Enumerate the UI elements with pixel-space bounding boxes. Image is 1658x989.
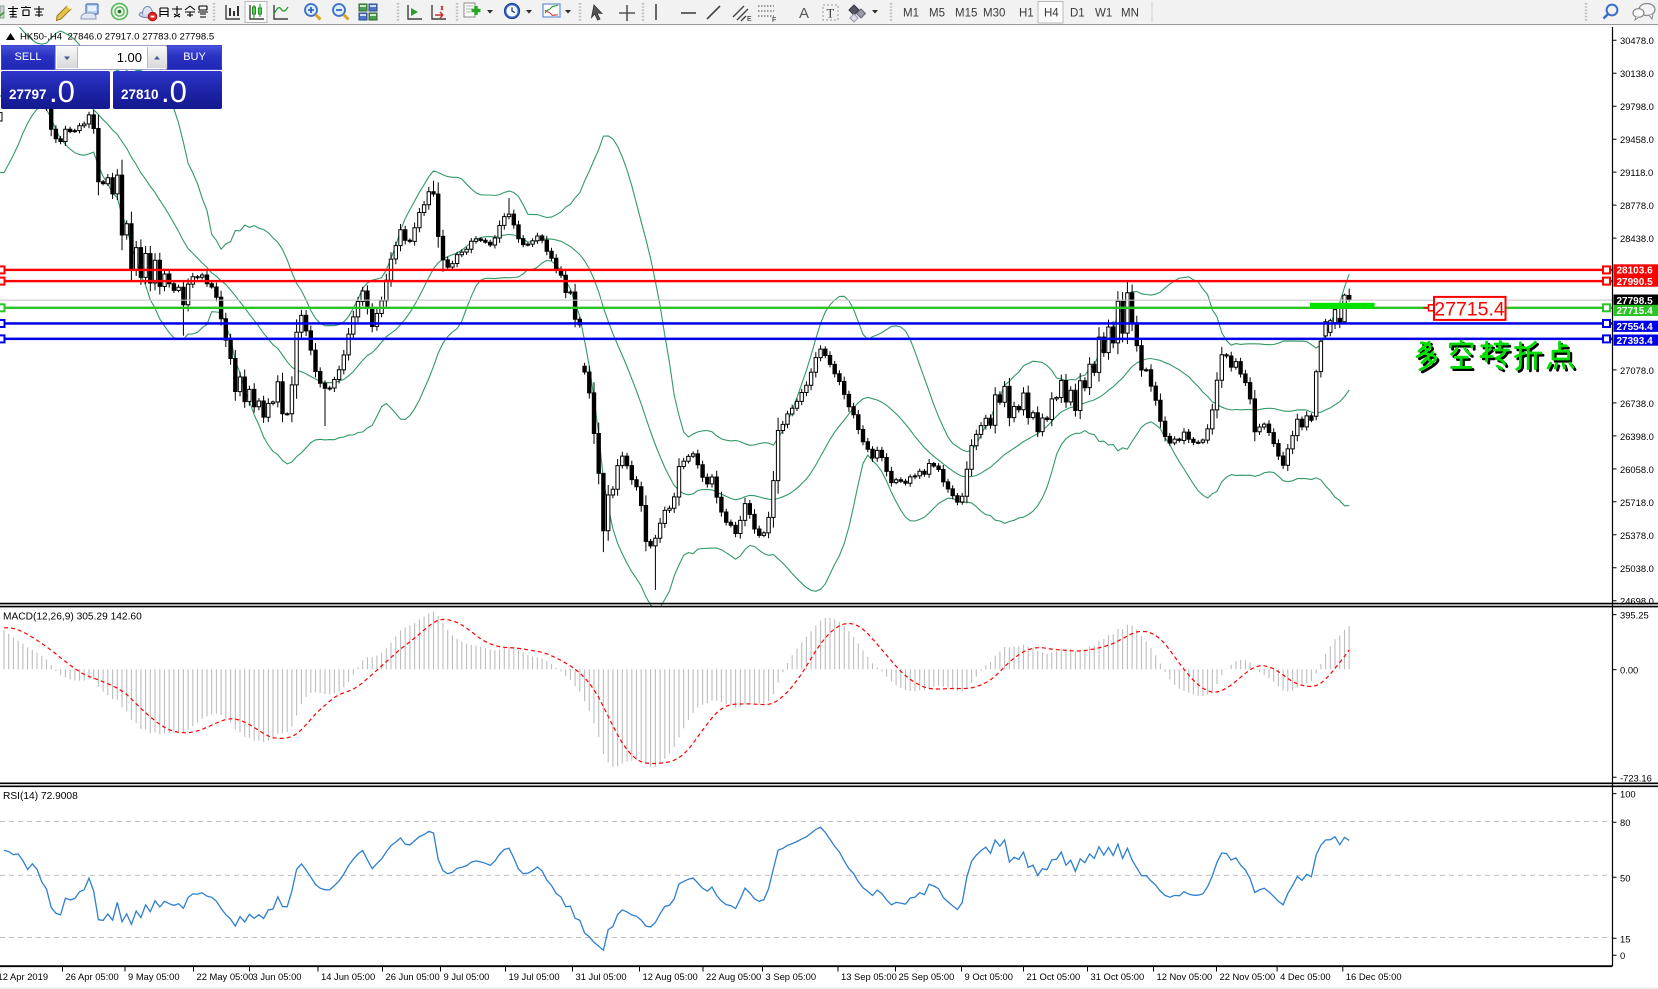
svg-text:9 May 05:00: 9 May 05:00 <box>128 971 180 982</box>
svg-text:50: 50 <box>1620 872 1630 883</box>
svg-text:12 Nov 05:00: 12 Nov 05:00 <box>1157 971 1213 982</box>
svg-text:T: T <box>827 7 835 21</box>
svg-text:-723.16: -723.16 <box>1620 772 1652 783</box>
svg-text:12 Apr 2019: 12 Apr 2019 <box>0 971 48 982</box>
svg-text:15: 15 <box>1620 933 1630 944</box>
svg-text:27078.0: 27078.0 <box>1620 365 1654 376</box>
svg-text:9 Jul 05:00: 9 Jul 05:00 <box>444 971 490 982</box>
svg-text:F: F <box>772 17 776 24</box>
svg-text:22 May 05:00: 22 May 05:00 <box>197 971 254 982</box>
svg-text:4 Dec 05:00: 4 Dec 05:00 <box>1280 971 1331 982</box>
svg-text:27393.4: 27393.4 <box>1617 336 1654 347</box>
svg-text:14 Jun 05:00: 14 Jun 05:00 <box>321 971 375 982</box>
svg-text:M1: M1 <box>903 8 919 20</box>
svg-text:22 Aug 05:00: 22 Aug 05:00 <box>706 971 761 982</box>
svg-text:26 Apr 05:00: 26 Apr 05:00 <box>66 971 119 982</box>
svg-text:395.25: 395.25 <box>1620 610 1649 621</box>
svg-text:26398.0: 26398.0 <box>1620 431 1654 442</box>
svg-text:25718.0: 25718.0 <box>1620 497 1654 508</box>
svg-text:26738.0: 26738.0 <box>1620 398 1654 409</box>
svg-text:27798.5: 27798.5 <box>1617 296 1654 307</box>
svg-text:28103.6: 28103.6 <box>1617 266 1654 277</box>
svg-text:24698.0: 24698.0 <box>1620 596 1654 607</box>
svg-text:30478.0: 30478.0 <box>1620 35 1654 46</box>
svg-text:H4: H4 <box>1044 8 1059 20</box>
svg-text:27715.4: 27715.4 <box>1434 299 1505 321</box>
svg-text:26 Jun 05:00: 26 Jun 05:00 <box>386 971 440 982</box>
svg-text:HK50-,H4 27846.0 27917.0 2778: HK50-,H4 27846.0 27917.0 27783.0 27798.5 <box>20 32 214 43</box>
svg-text:22 Nov 05:00: 22 Nov 05:00 <box>1220 971 1276 982</box>
svg-text:12 Aug 05:00: 12 Aug 05:00 <box>643 971 698 982</box>
svg-text:27554.4: 27554.4 <box>1617 322 1654 333</box>
svg-text:E: E <box>747 16 752 23</box>
svg-text:31 Oct 05:00: 31 Oct 05:00 <box>1091 971 1145 982</box>
svg-text:A: A <box>799 5 809 22</box>
svg-text:9 Oct 05:00: 9 Oct 05:00 <box>965 971 1013 982</box>
svg-text:31 Jul 05:00: 31 Jul 05:00 <box>576 971 627 982</box>
svg-text:100: 100 <box>1620 789 1636 800</box>
svg-text:19 Jul 05:00: 19 Jul 05:00 <box>509 971 560 982</box>
svg-text:M15: M15 <box>955 8 977 20</box>
svg-text:3 Jun 05:00: 3 Jun 05:00 <box>253 971 302 982</box>
svg-text:21 Oct 05:00: 21 Oct 05:00 <box>1027 971 1081 982</box>
svg-text:28778.0: 28778.0 <box>1620 200 1654 211</box>
svg-text:H1: H1 <box>1019 8 1034 20</box>
svg-text:D1: D1 <box>1070 8 1085 20</box>
svg-text:27990.5: 27990.5 <box>1617 277 1654 288</box>
svg-text:27715.4: 27715.4 <box>1617 306 1654 317</box>
svg-text:M5: M5 <box>929 8 945 20</box>
svg-text:MN: MN <box>1121 8 1139 20</box>
svg-text:25378.0: 25378.0 <box>1620 530 1654 541</box>
svg-text:29458.0: 29458.0 <box>1620 134 1654 145</box>
svg-text:13 Sep 05:00: 13 Sep 05:00 <box>841 971 897 982</box>
svg-text:0.00: 0.00 <box>1620 665 1638 676</box>
svg-text:28438.0: 28438.0 <box>1620 233 1654 244</box>
svg-text:80: 80 <box>1620 817 1630 828</box>
svg-text:16 Dec 05:00: 16 Dec 05:00 <box>1346 971 1402 982</box>
svg-text:29118.0: 29118.0 <box>1620 167 1653 178</box>
svg-text:RSI(14) 72.9008: RSI(14) 72.9008 <box>3 791 78 802</box>
svg-text:W1: W1 <box>1095 8 1112 20</box>
svg-text:MACD(12,26,9) 305.29 142.60: MACD(12,26,9) 305.29 142.60 <box>3 612 142 623</box>
svg-text:25 Sep 05:00: 25 Sep 05:00 <box>899 971 955 982</box>
svg-text:25038.0: 25038.0 <box>1620 563 1654 574</box>
svg-text:0: 0 <box>1620 950 1625 961</box>
svg-text:3 Sep 05:00: 3 Sep 05:00 <box>766 971 817 982</box>
svg-text:30138.0: 30138.0 <box>1620 68 1654 79</box>
svg-text:M30: M30 <box>983 8 1005 20</box>
svg-text:29798.0: 29798.0 <box>1620 101 1654 112</box>
svg-text:26058.0: 26058.0 <box>1620 464 1654 475</box>
